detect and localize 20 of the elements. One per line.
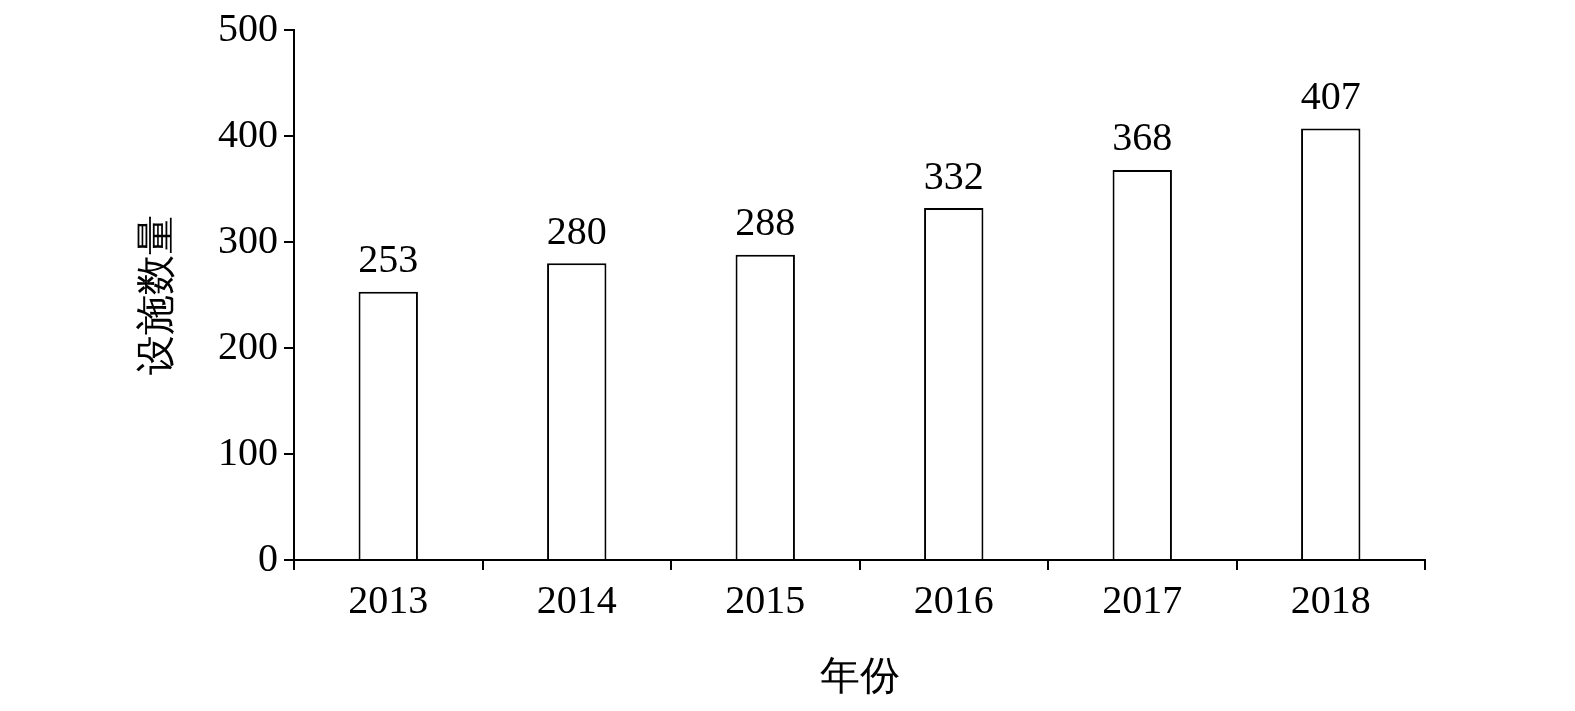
x-tick-label: 2013	[348, 576, 429, 622]
x-tick-label: 2018	[1290, 576, 1371, 622]
x-tick-label: 2015	[725, 576, 806, 622]
data-label: 280	[546, 207, 607, 253]
x-tick-label: 2017	[1102, 576, 1183, 622]
data-label: 407	[1300, 73, 1361, 119]
data-label: 368	[1112, 114, 1173, 160]
data-label: 288	[735, 199, 796, 245]
y-tick-label: 500	[218, 4, 278, 50]
x-tick-label: 2016	[913, 576, 994, 622]
y-tick-label: 300	[218, 216, 278, 262]
x-axis-title: 年份	[819, 652, 900, 698]
data-label: 332	[923, 152, 984, 198]
y-tick-label: 400	[218, 110, 278, 156]
data-label: 253	[358, 236, 419, 282]
y-tick-label: 100	[218, 428, 278, 474]
y-tick-label: 0	[258, 534, 278, 580]
x-tick-label: 2014	[536, 576, 617, 622]
y-axis-title: 设施数量	[132, 215, 178, 375]
y-tick-label: 200	[218, 322, 278, 368]
